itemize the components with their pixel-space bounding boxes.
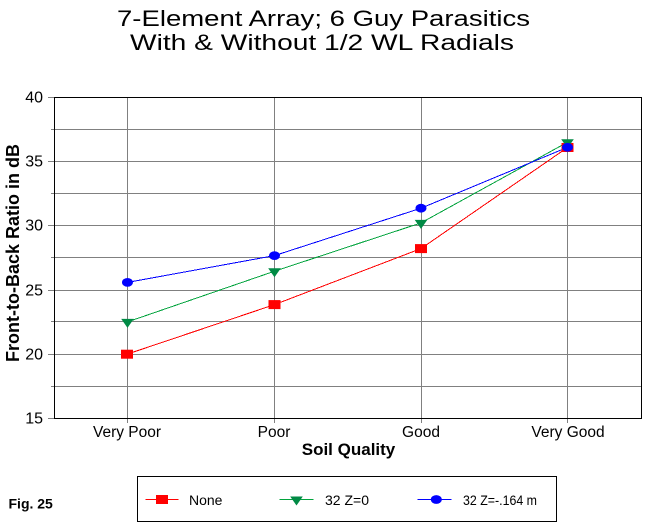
svg-text:32 Z=-.164 m: 32 Z=-.164 m: [463, 492, 537, 508]
svg-text:Soil Quality: Soil Quality: [302, 440, 396, 459]
svg-text:30: 30: [25, 218, 43, 235]
svg-text:Fig. 25: Fig. 25: [9, 496, 54, 512]
svg-text:32 Z=0: 32 Z=0: [325, 492, 369, 508]
svg-text:40: 40: [25, 90, 43, 107]
svg-text:Poor: Poor: [258, 424, 291, 441]
svg-text:Good: Good: [402, 424, 440, 441]
svg-text:Very Good: Very Good: [531, 424, 604, 441]
svg-text:With & Without 1/2 WL Radials: With & Without 1/2 WL Radials: [130, 30, 514, 55]
svg-text:25: 25: [25, 283, 43, 300]
svg-text:Front-to-Back Ratio in dB: Front-to-Back Ratio in dB: [3, 144, 23, 362]
svg-text:35: 35: [25, 154, 43, 171]
svg-text:7-Element Array; 6 Guy Parasit: 7-Element Array; 6 Guy Parasitics: [117, 6, 530, 31]
svg-text:None: None: [189, 492, 223, 508]
svg-text:15: 15: [25, 411, 43, 428]
svg-text:Very Poor: Very Poor: [93, 424, 161, 441]
svg-text:20: 20: [25, 347, 43, 364]
